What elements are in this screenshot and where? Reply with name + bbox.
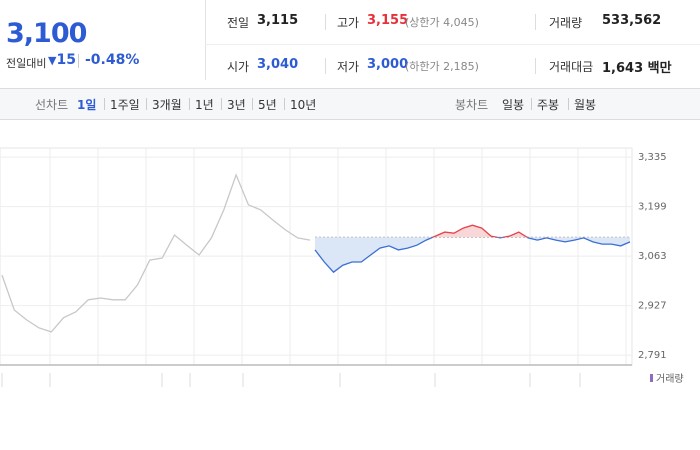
stat-note: (하한가 2,185)	[405, 60, 479, 73]
area-above	[315, 225, 630, 238]
candle-tab[interactable]: 주봉	[537, 98, 560, 112]
sep	[325, 58, 326, 74]
stat-label: 거래대금	[549, 60, 594, 74]
tab-sep	[146, 98, 147, 110]
period-tab[interactable]: 1일	[77, 98, 97, 112]
volume-legend-icon	[650, 374, 653, 382]
candle-tab[interactable]: 일봉	[502, 98, 525, 112]
sep	[78, 54, 79, 68]
tab-sep	[189, 98, 190, 110]
stat-label: 시가	[227, 60, 250, 74]
stat-value: 533,562	[602, 13, 662, 28]
change-value: 15	[56, 52, 76, 68]
period-tab[interactable]: 3년	[227, 98, 246, 112]
period-tab[interactable]: 10년	[290, 98, 317, 112]
period-tab[interactable]: 5년	[258, 98, 277, 112]
stat-value: 3,040	[257, 57, 299, 72]
stat-label: 거래량	[549, 16, 583, 30]
area-below	[315, 237, 630, 273]
line	[1, 173, 311, 333]
y-tick-label: 3,063	[638, 251, 667, 262]
tab-sep	[221, 98, 222, 110]
stat-label: 고가	[337, 16, 360, 30]
change-label: 전일대비	[6, 57, 47, 70]
change: ▼15	[48, 52, 76, 68]
tab-sep	[531, 98, 532, 110]
tab-group-label: 봉차트	[455, 98, 489, 112]
stat-note: (상한가 4,045)	[405, 16, 479, 29]
tab-bar	[0, 88, 700, 120]
down-arrow: ▼	[48, 54, 57, 67]
y-tick-label: 2,927	[638, 301, 667, 312]
stat-value: 3,155	[367, 13, 409, 28]
period-tab[interactable]: 1년	[195, 98, 214, 112]
volume-legend: 거래량	[656, 373, 684, 385]
tab-sep	[568, 98, 569, 110]
stat-label: 저가	[337, 60, 360, 74]
sep	[535, 58, 536, 74]
row-sep	[205, 44, 700, 45]
y-tick-label: 3,335	[638, 152, 667, 163]
stat-value: 3,115	[257, 13, 299, 28]
tab-sep	[284, 98, 285, 110]
y-tick-label: 2,791	[638, 350, 667, 361]
change-rate: -0.48%	[85, 52, 140, 68]
period-tab[interactable]: 1주일	[110, 98, 140, 112]
stat-value: 1,643 백만	[602, 61, 672, 76]
sep	[325, 14, 326, 30]
sep	[535, 14, 536, 30]
stat-label: 전일	[227, 16, 250, 30]
line-below	[314, 237, 631, 274]
tab-sep	[252, 98, 253, 110]
period-tab[interactable]: 3개월	[152, 98, 182, 112]
line-above	[431, 224, 529, 238]
tab-sep	[104, 98, 105, 110]
stat-value: 3,000	[367, 57, 409, 72]
candle-tab[interactable]: 월봉	[574, 98, 597, 112]
y-tick-label: 3,199	[638, 202, 667, 213]
price-box: 3,100 전일대비 ▼15 -0.48%	[0, 0, 206, 80]
tab-group-label: 선차트	[35, 98, 69, 112]
price: 3,100	[6, 18, 87, 49]
